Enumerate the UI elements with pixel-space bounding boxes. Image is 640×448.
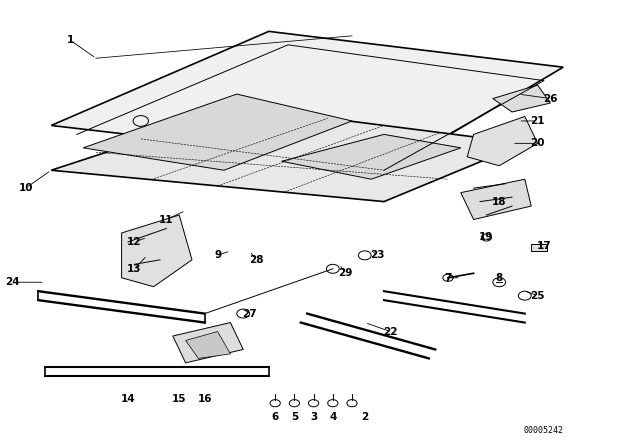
Text: 10: 10 — [19, 183, 33, 193]
Text: 8: 8 — [495, 273, 503, 283]
Text: 2: 2 — [361, 412, 369, 422]
Text: 12: 12 — [127, 237, 141, 247]
Text: 19: 19 — [479, 233, 493, 242]
Text: 20: 20 — [531, 138, 545, 148]
Text: 23: 23 — [371, 250, 385, 260]
Text: 11: 11 — [159, 215, 173, 224]
Polygon shape — [493, 85, 550, 112]
Polygon shape — [122, 215, 192, 287]
Text: 18: 18 — [492, 197, 506, 207]
Text: 28: 28 — [249, 255, 263, 265]
Text: 26: 26 — [543, 94, 557, 103]
Polygon shape — [51, 31, 563, 166]
Bar — [531, 244, 547, 251]
Polygon shape — [282, 134, 461, 179]
Text: 16: 16 — [198, 394, 212, 404]
Polygon shape — [186, 332, 230, 358]
Text: 6: 6 — [271, 412, 279, 422]
Text: 1: 1 — [67, 35, 74, 45]
Text: 24: 24 — [6, 277, 20, 287]
Polygon shape — [173, 323, 243, 363]
Polygon shape — [83, 94, 352, 170]
Text: 25: 25 — [531, 291, 545, 301]
Text: 5: 5 — [291, 412, 298, 422]
Polygon shape — [461, 179, 531, 220]
Text: 22: 22 — [383, 327, 397, 336]
Text: 7: 7 — [444, 273, 452, 283]
Text: 9: 9 — [214, 250, 221, 260]
Text: 00005242: 00005242 — [524, 426, 564, 435]
Text: 29: 29 — [339, 268, 353, 278]
Text: 15: 15 — [172, 394, 186, 404]
Text: 13: 13 — [127, 264, 141, 274]
Text: 17: 17 — [537, 241, 551, 251]
Text: 14: 14 — [121, 394, 135, 404]
Text: 27: 27 — [243, 309, 257, 319]
Text: 21: 21 — [531, 116, 545, 126]
Polygon shape — [51, 108, 525, 202]
Text: 4: 4 — [329, 412, 337, 422]
Polygon shape — [467, 116, 538, 166]
Text: 3: 3 — [310, 412, 317, 422]
